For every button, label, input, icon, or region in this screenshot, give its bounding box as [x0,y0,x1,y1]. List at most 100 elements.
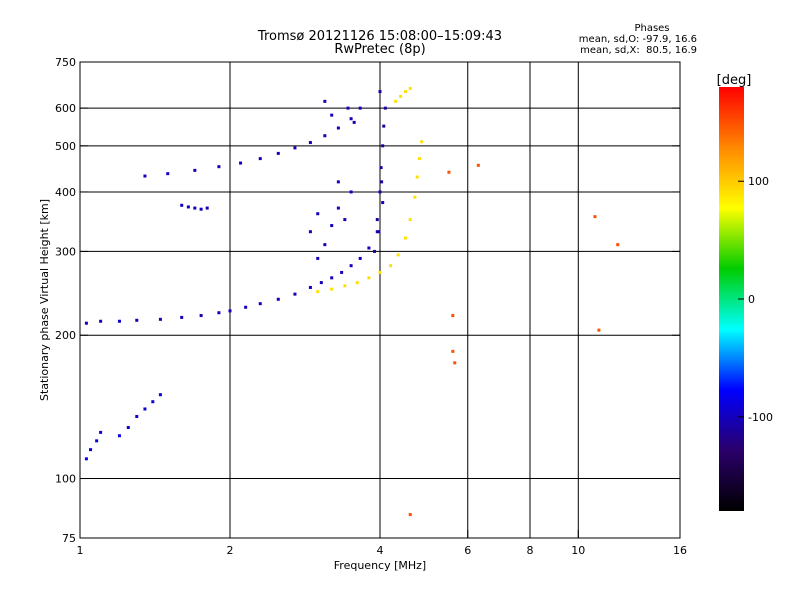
data-point [378,90,382,94]
data-point [308,141,312,145]
data-point [316,212,320,216]
data-point [308,230,312,234]
y-tick-label: 300 [55,245,76,258]
data-point [228,309,232,313]
data-point [84,321,88,325]
data-point [415,175,419,179]
data-point [408,218,412,222]
data-point [143,407,147,411]
data-point [375,218,379,222]
data-point [378,190,382,194]
data-point [186,205,190,209]
data-point [135,414,139,418]
colorbar-tick-label: -100 [748,411,773,424]
colorbar-tick-label: 0 [748,293,755,306]
data-point [453,361,457,365]
data-point [340,270,344,274]
data-point [193,168,197,172]
data-point [158,317,162,321]
data-point [367,276,371,280]
data-point [616,243,620,247]
phase-stats-o: mean, sd,O: -97.9, 16.6 [579,34,697,45]
data-point [403,236,407,240]
y-tick-label: 500 [55,140,76,153]
data-point [193,206,197,210]
data-point [349,264,353,268]
data-point [358,106,362,110]
data-point [135,318,139,322]
data-point [89,448,93,452]
data-point [99,319,103,323]
colorbar-label: [deg] [717,73,752,88]
data-point [352,120,356,124]
data-point [408,513,412,517]
phase-stats-heading: Phases [634,23,669,34]
data-point [258,157,262,161]
data-point [95,439,99,443]
data-point [316,290,320,294]
data-point [378,270,382,274]
y-tick-label: 600 [55,102,76,115]
chart-subtitle: RwPretec (8p) [334,42,425,57]
data-points [84,86,620,517]
data-point [316,256,320,260]
data-point [308,285,312,289]
data-point [383,106,387,110]
data-point [336,126,340,130]
data-point [180,315,184,319]
data-point [117,319,121,323]
data-point [417,157,421,161]
data-point [381,201,385,205]
data-point [199,314,203,318]
x-tick-label: 4 [377,544,384,557]
data-point [381,144,385,148]
data-point [117,434,121,438]
data-point [319,281,323,285]
data-point [593,215,597,219]
data-point [403,90,407,94]
data-point [330,224,334,228]
data-point [408,86,412,90]
data-point [379,166,383,170]
data-point [349,190,353,194]
data-point [367,246,371,250]
y-tick-label: 200 [55,329,76,342]
data-point [447,170,451,174]
data-point [293,292,297,296]
colorbar-ticks: 100 0 -100 [738,175,773,424]
data-point [377,230,381,234]
y-tick-label: 75 [62,532,76,545]
x-tick-label: 16 [673,544,687,557]
data-point [375,230,379,234]
x-tick-label: 10 [571,544,585,557]
data-point [451,349,455,353]
data-point [476,163,480,167]
data-point [343,284,347,288]
y-axis-label: Stationary phase Virtual Height [km] [38,199,51,401]
data-point [239,161,243,165]
data-point [336,180,340,184]
data-point [413,195,417,199]
data-point [217,165,221,169]
data-point [420,140,424,144]
colorbar-tick-label: 100 [748,175,769,188]
data-point [126,425,130,429]
x-tick-label: 8 [527,544,534,557]
data-point [323,243,327,247]
data-point [158,393,162,397]
data-point [276,151,280,155]
data-point [151,400,155,404]
data-point [143,174,147,178]
data-point [244,305,248,309]
data-point [394,99,398,103]
y-tick-label: 100 [55,473,76,486]
data-point [330,113,334,117]
data-point [349,117,353,121]
data-point [399,94,403,98]
phase-stats-x: mean, sd,X: 80.5, 16.9 [580,45,697,56]
data-point [323,99,327,103]
x-axis-label: Frequency [MHz] [334,559,426,572]
chart-title: Tromsø 20121126 15:08:00–15:09:43 [257,29,502,44]
axis-ticks: 1 2 4 6 8 10 16 75 100 200 300 400 500 600 750 [55,56,687,557]
